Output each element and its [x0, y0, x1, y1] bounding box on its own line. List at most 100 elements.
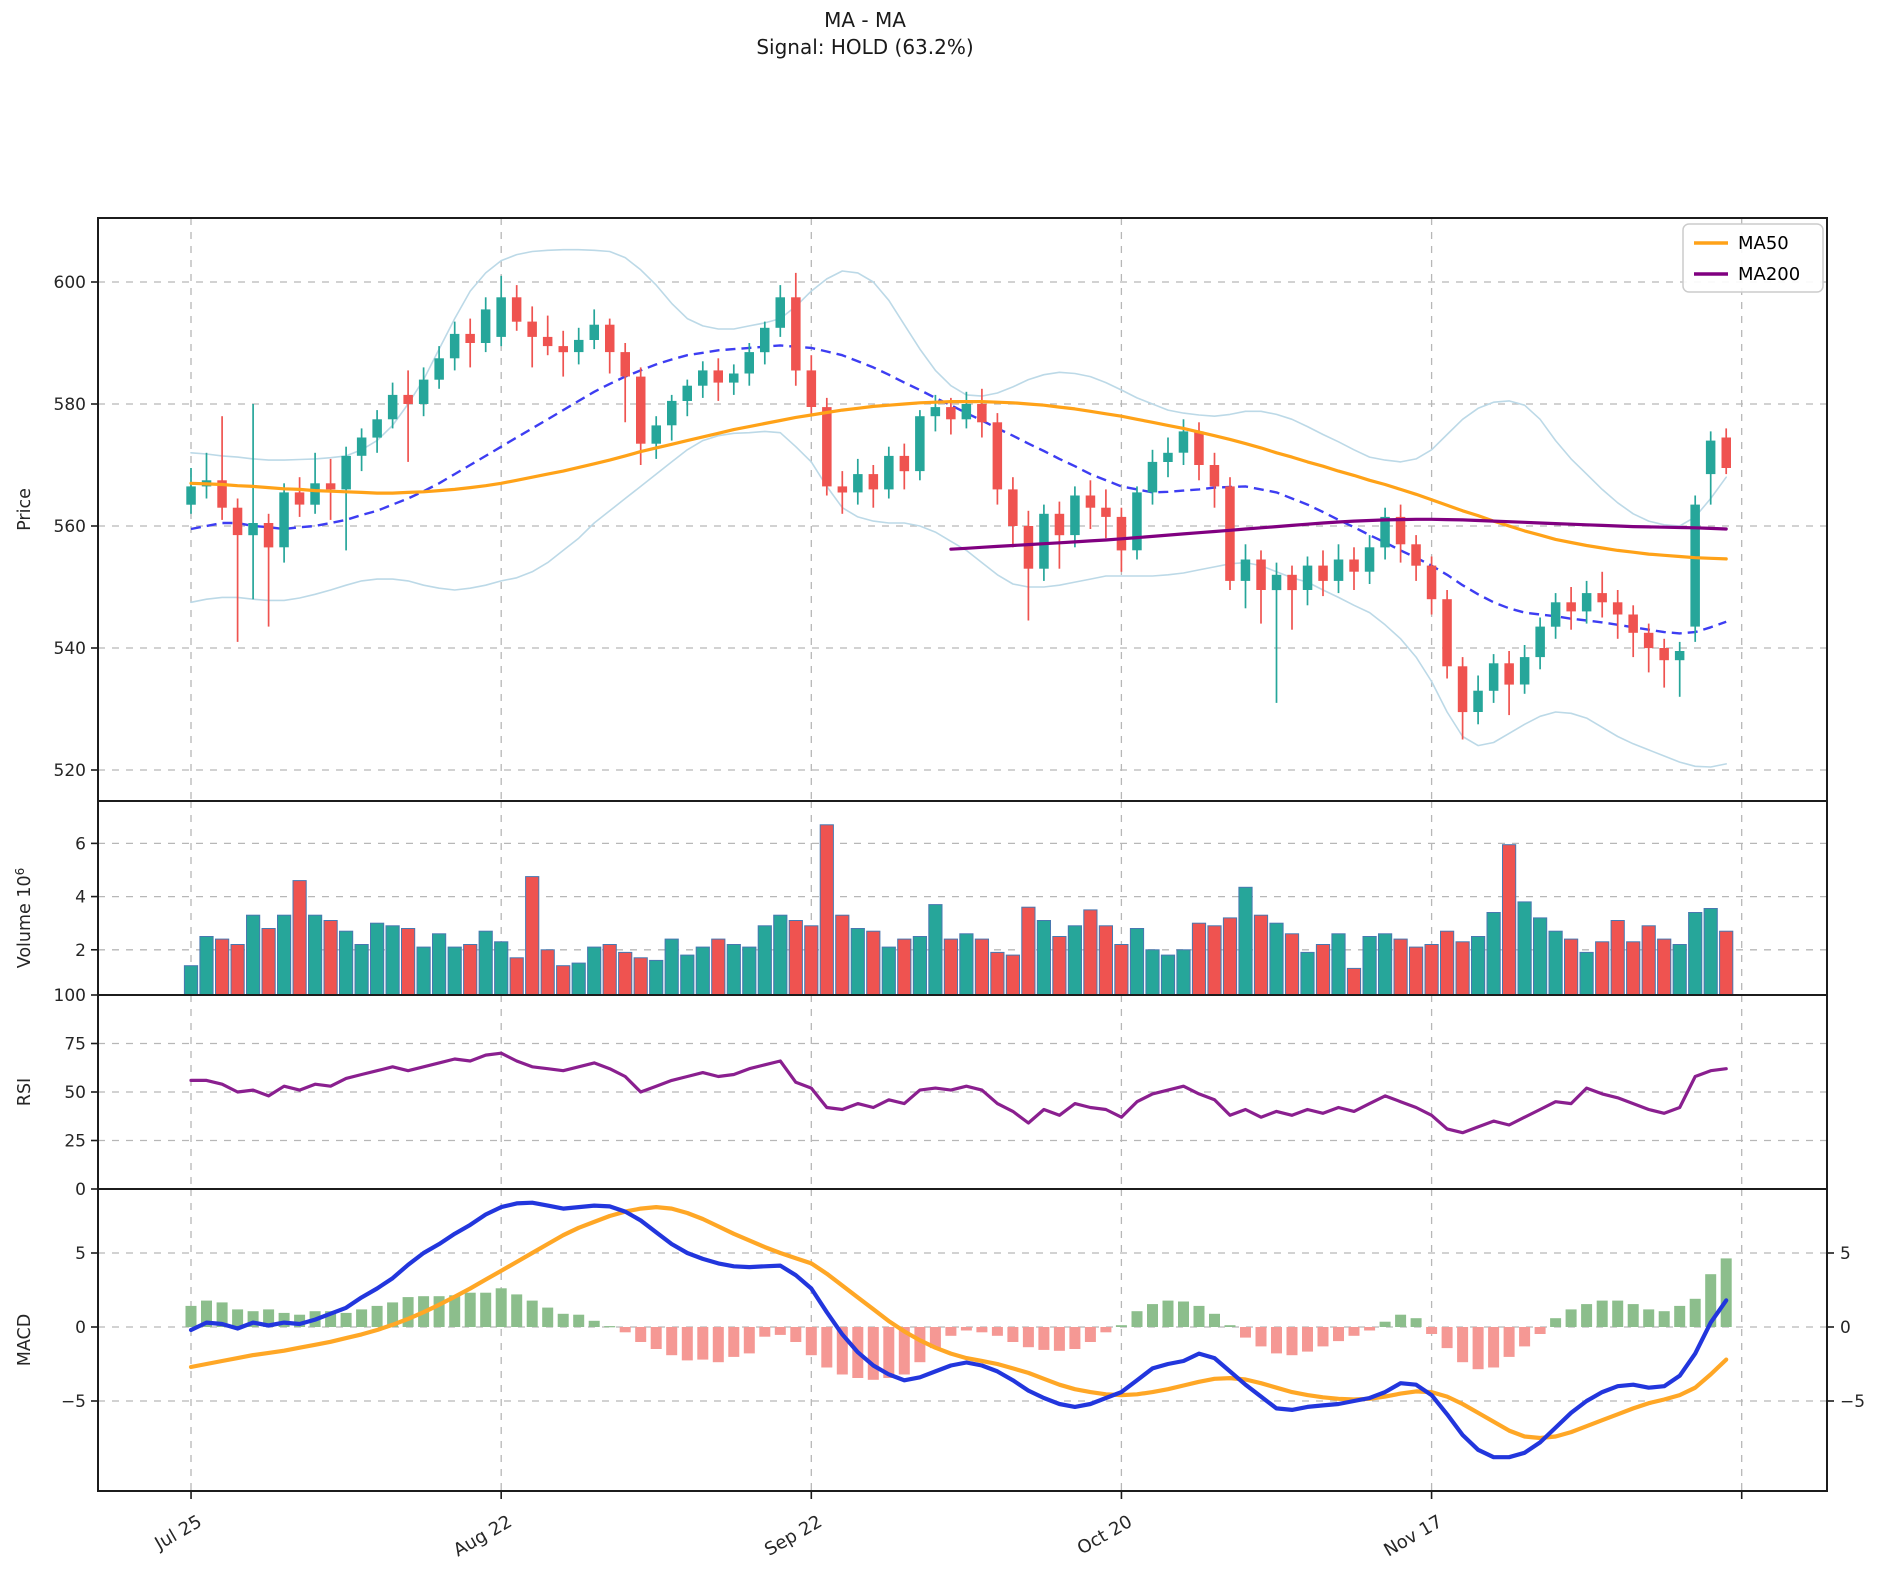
- macd-hist-bar: [743, 1327, 755, 1354]
- macd-hist-bar: [1007, 1327, 1019, 1342]
- svg-text:−5: −5: [1840, 1392, 1865, 1412]
- macd-hist-bar: [232, 1309, 244, 1327]
- bollinger-bands: [190, 248, 1727, 768]
- candle-body: [682, 385, 692, 401]
- macd-hist-bar: [1612, 1300, 1624, 1327]
- macd-hist-bar: [1689, 1298, 1701, 1327]
- candle-body: [542, 336, 553, 347]
- macd-hist-bar: [1038, 1327, 1050, 1350]
- candle-body: [558, 346, 568, 353]
- macd-hist-bar: [1271, 1327, 1282, 1354]
- volume-bar: [1548, 930, 1563, 996]
- volume-bar: [261, 928, 276, 996]
- candle-body: [480, 309, 491, 343]
- volume-bar: [556, 965, 571, 996]
- volume-bar: [354, 944, 369, 996]
- volume-bar: [246, 914, 261, 996]
- macd-hist-bar: [774, 1327, 786, 1335]
- macd-hist-bar: [557, 1313, 569, 1327]
- macd-hist-bar: [542, 1307, 554, 1327]
- candle-body: [1612, 602, 1623, 615]
- macd-hist-bar: [1317, 1327, 1329, 1347]
- macd-hist-bar: [1193, 1305, 1205, 1327]
- macd-hist-bar: [402, 1297, 414, 1327]
- macd-hist-bar: [185, 1305, 197, 1327]
- macd-panel-frame: [97, 1188, 1828, 1492]
- macd-hist-bar: [821, 1327, 833, 1368]
- volume-bar: [1595, 941, 1610, 996]
- volume-bar: [1160, 954, 1176, 996]
- macd-hist-bar: [1488, 1327, 1500, 1368]
- volume-bar: [1238, 886, 1253, 996]
- macd-hist-bar: [356, 1309, 368, 1327]
- candle-body: [1411, 544, 1421, 566]
- volume-bar: [525, 876, 540, 996]
- volume-bar: [339, 930, 354, 996]
- rsi-series: [189, 1051, 1728, 1135]
- macd-hist-bar: [449, 1295, 461, 1327]
- macd-hist-bar: [1379, 1321, 1391, 1327]
- volume-series: [183, 824, 1734, 996]
- gridlines: [98, 218, 1827, 1491]
- macd-hist-bar: [836, 1327, 848, 1375]
- volume-bar: [990, 951, 1005, 996]
- candle-body: [1457, 666, 1468, 713]
- macd-hist-bar: [371, 1305, 383, 1327]
- bollinger-upper-line: [190, 248, 1727, 527]
- volume-bar: [943, 938, 958, 996]
- volume-bar: [695, 946, 710, 996]
- volume-bar: [447, 946, 462, 996]
- macd-hist-bar: [1674, 1305, 1686, 1327]
- volume-bar: [1409, 946, 1424, 996]
- macd-hist-bar: [1147, 1304, 1158, 1327]
- volume-bar: [1641, 925, 1656, 996]
- volume-bar: [1269, 922, 1284, 996]
- macd-hist-bar: [1441, 1327, 1453, 1349]
- candle-body: [1132, 492, 1142, 551]
- macd-hist-bar: [712, 1327, 724, 1363]
- macd-hist-bar: [1348, 1327, 1360, 1336]
- candle-body: [387, 394, 398, 420]
- candle-body: [186, 486, 196, 505]
- candle-body: [1349, 559, 1359, 572]
- volume-bar: [540, 949, 555, 996]
- svg-text:Price: Price: [15, 488, 35, 531]
- volume-bar: [1533, 917, 1548, 996]
- volume-bar: [308, 914, 323, 996]
- volume-bar: [432, 933, 447, 996]
- candle-body: [1008, 489, 1018, 526]
- volume-bar: [1005, 954, 1020, 996]
- volume-bar: [633, 957, 648, 996]
- macd-hist-bar: [976, 1327, 988, 1333]
- macd-hist-bar: [340, 1312, 352, 1327]
- legend: MA50 MA200: [1682, 223, 1824, 293]
- volume-bar: [1083, 909, 1098, 996]
- macd-hist-bar: [1720, 1258, 1732, 1327]
- macd-hist-bar: [1022, 1327, 1034, 1348]
- volume-bar: [1517, 901, 1532, 996]
- volume-bar: [1424, 944, 1439, 996]
- candle-body: [1581, 593, 1592, 612]
- candle-body: [961, 404, 972, 420]
- candle-body: [1101, 507, 1111, 517]
- volume-bar: [463, 944, 478, 996]
- macd-hist-bar: [1565, 1309, 1577, 1327]
- macd-histogram: [185, 1258, 1732, 1380]
- volume-bar: [618, 951, 633, 996]
- macd-hist-bar: [1627, 1304, 1639, 1327]
- volume-bar: [974, 938, 989, 996]
- macd-hist-bar: [1643, 1309, 1655, 1327]
- macd-hist-bar: [991, 1327, 1003, 1336]
- candle-body: [1333, 559, 1344, 581]
- ma200-line: [949, 517, 1728, 551]
- candle-body: [775, 297, 785, 328]
- volume-bar: [1284, 933, 1300, 996]
- macd-hist-bar: [247, 1311, 259, 1327]
- chart-title: MA - MA: [824, 8, 906, 32]
- svg-text:100: 100: [54, 986, 86, 1006]
- volume-bar: [1114, 944, 1129, 996]
- macd-hist-bar: [1519, 1327, 1531, 1347]
- macd-hist-bar: [604, 1326, 616, 1328]
